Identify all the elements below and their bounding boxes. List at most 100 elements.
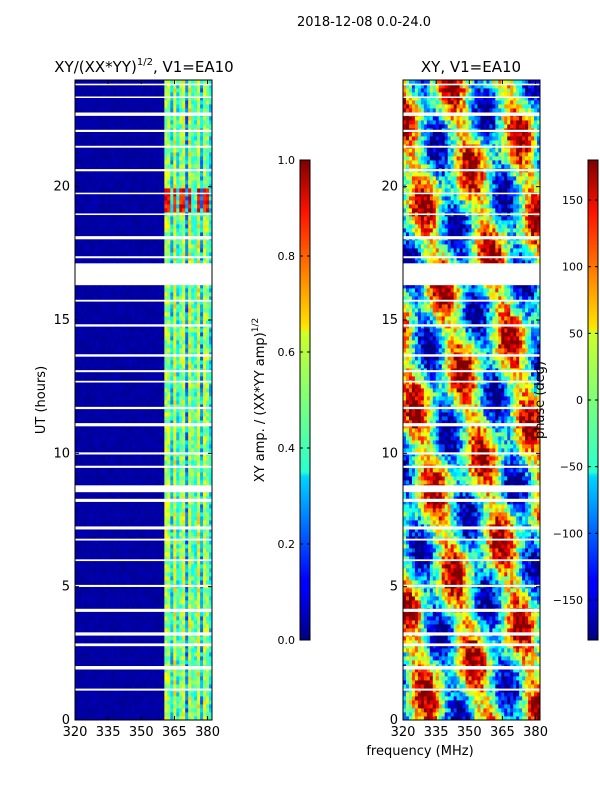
heatmap-cell [164, 412, 168, 417]
heatmap-cell [188, 356, 192, 361]
heatmap-cell [137, 288, 141, 293]
heatmap-cell [116, 612, 121, 617]
heatmap-cell [125, 428, 130, 433]
heatmap-cell [95, 316, 100, 321]
heatmap-cell [182, 704, 186, 709]
heatmap-cell [92, 412, 97, 417]
heatmap-cell [152, 508, 156, 513]
heatmap-cell [188, 672, 192, 677]
heatmap-cell [89, 456, 94, 461]
heatmap-cell [77, 468, 82, 473]
heatmap-cell [89, 556, 94, 561]
heatmap-cell [134, 604, 138, 609]
heatmap-cell [200, 328, 204, 333]
heatmap-cell [170, 432, 174, 437]
heatmap-cell [83, 348, 88, 353]
heatmap-cell [158, 340, 162, 345]
heatmap-cell [101, 460, 106, 465]
heatmap-cell [125, 444, 130, 449]
heatmap-cell [149, 408, 153, 413]
heatmap-cell [203, 704, 207, 709]
heatmap-cell [182, 312, 186, 317]
heatmap-cell [75, 336, 79, 341]
heatmap-cell [197, 412, 201, 417]
heatmap-cell [113, 540, 118, 545]
heatmap-cell [158, 300, 162, 305]
heatmap-cell [80, 432, 85, 437]
heatmap-cell [122, 680, 127, 685]
heatmap-cell [98, 620, 103, 625]
heatmap-cell [125, 292, 130, 297]
heatmap-cell [77, 332, 82, 337]
heatmap-cell [155, 416, 159, 421]
heatmap-cell [125, 348, 130, 353]
heatmap-cell [149, 652, 153, 657]
heatmap-cell [122, 716, 127, 720]
heatmap-cell [128, 404, 132, 409]
heatmap-cell [134, 620, 138, 625]
heatmap-cell [167, 384, 171, 389]
heatmap-cell [77, 384, 82, 389]
heatmap-cell [131, 540, 135, 545]
heatmap-cell [83, 668, 88, 673]
heatmap-cell [161, 320, 165, 325]
heatmap-cell [86, 516, 91, 521]
heatmap-cell [107, 644, 112, 649]
heatmap-cell [149, 292, 153, 297]
heatmap-cell [110, 456, 115, 461]
heatmap-cell [188, 400, 192, 405]
heatmap-cell [158, 376, 162, 381]
heatmap-cell [176, 524, 180, 529]
heatmap-cell [161, 460, 165, 465]
heatmap-cell [191, 648, 195, 653]
heatmap-cell [170, 344, 174, 349]
heatmap-cell [158, 396, 162, 401]
heatmap-cell [161, 332, 165, 337]
heatmap-cell [86, 716, 91, 720]
heatmap-cell [203, 384, 207, 389]
heatmap-cell [188, 708, 192, 713]
heatmap-cell [122, 496, 127, 501]
heatmap-cell [101, 392, 106, 397]
heatmap-cell [119, 640, 124, 645]
heatmap-cell [209, 548, 212, 553]
heatmap-cell [209, 336, 212, 341]
heatmap-cell [116, 364, 121, 369]
heatmap-cell [143, 568, 147, 573]
heatmap-cell [83, 384, 88, 389]
heatmap-cell [92, 508, 97, 513]
heatmap-cell [161, 492, 165, 497]
heatmap-cell [149, 548, 153, 553]
heatmap-cell [155, 468, 159, 473]
heatmap-cell [101, 700, 106, 705]
heatmap-cell [113, 508, 118, 513]
heatmap-cell [167, 552, 171, 557]
heatmap-cell [77, 628, 82, 633]
heatmap-cell [92, 504, 97, 509]
heatmap-cell [152, 656, 156, 661]
heatmap-cell [155, 432, 159, 437]
heatmap-cell [116, 468, 121, 473]
heatmap-cell [119, 572, 124, 577]
heatmap-cell [134, 496, 138, 501]
heatmap-cell [203, 684, 207, 689]
heatmap-cell [119, 676, 124, 681]
heatmap-cell [197, 340, 201, 345]
heatmap-cell [131, 512, 135, 517]
heatmap-cell [125, 356, 130, 361]
heatmap-cell [179, 296, 183, 301]
heatmap-cell [113, 384, 118, 389]
heatmap-cell [179, 624, 183, 629]
heatmap-cell [83, 620, 88, 625]
heatmap-cell [107, 576, 112, 581]
heatmap-cell [75, 520, 79, 525]
heatmap-cell [197, 568, 201, 573]
heatmap-cell [197, 344, 201, 349]
heatmap-cell [75, 600, 79, 605]
heatmap-cell [140, 316, 144, 321]
heatmap-cell [98, 396, 103, 401]
heatmap-cell [146, 468, 150, 473]
heatmap-cell [75, 668, 79, 673]
heatmap-cell [170, 364, 174, 369]
heatmap-cell [104, 348, 109, 353]
